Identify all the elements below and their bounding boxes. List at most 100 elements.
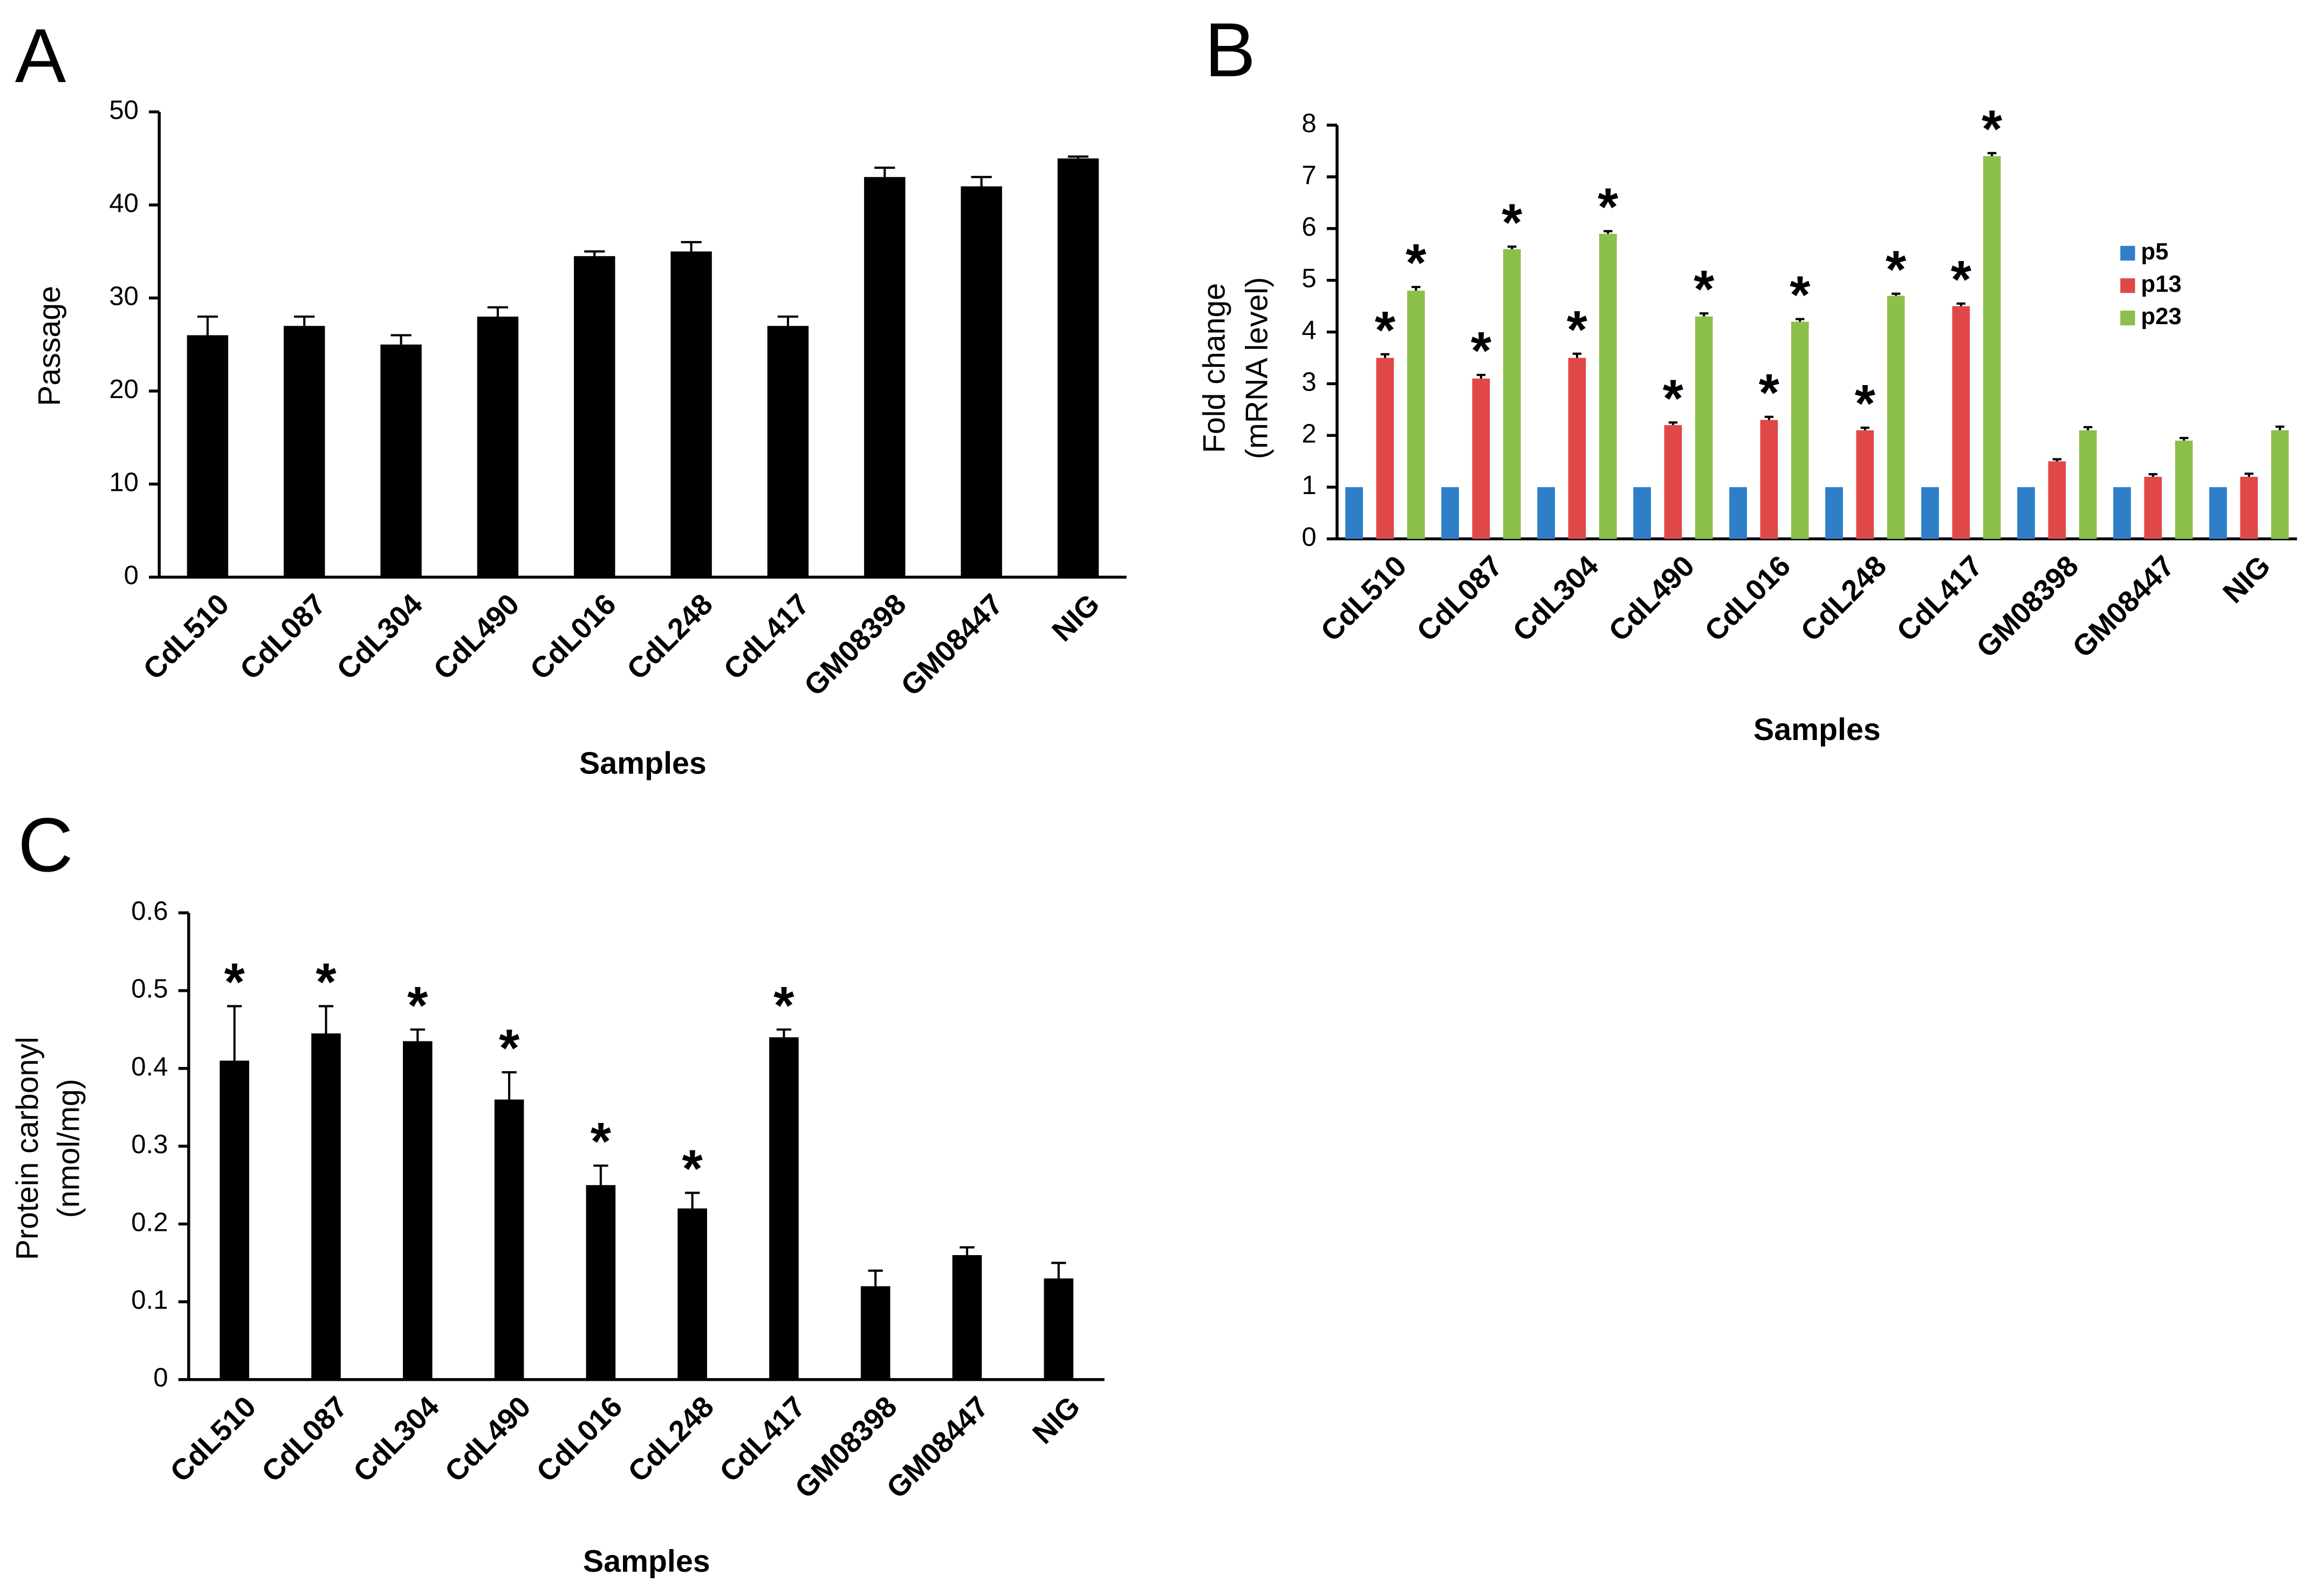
x-tick-label: GM08447 bbox=[894, 587, 1009, 702]
x-tick-label: CdL248 bbox=[622, 1390, 721, 1489]
bar bbox=[1729, 487, 1747, 539]
error-bar bbox=[410, 1028, 425, 1042]
error-bar bbox=[1987, 152, 1997, 156]
y-tick-label: 0.1 bbox=[131, 1285, 168, 1314]
error-bar bbox=[684, 1191, 700, 1209]
x-tick-label: CdL490 bbox=[438, 1390, 537, 1489]
bar bbox=[1503, 249, 1521, 539]
bar bbox=[1887, 296, 1905, 539]
x-axis-title: Samples bbox=[579, 746, 707, 781]
y-tick-label: 5 bbox=[1301, 264, 1316, 293]
error-bar bbox=[776, 1028, 792, 1038]
y-tick-label: 3 bbox=[1301, 367, 1316, 396]
x-tick-label: NIG bbox=[1046, 587, 1106, 648]
y-tick-label: 0.4 bbox=[131, 1052, 168, 1081]
x-tick-label: CdL417 bbox=[1890, 549, 1989, 648]
legend-swatch bbox=[2120, 278, 2135, 293]
x-tick-label: CdL016 bbox=[530, 1390, 629, 1489]
x-tick-label: CdL016 bbox=[1698, 549, 1797, 648]
y-tick-label: 0.6 bbox=[131, 896, 168, 926]
y-axis-title: (nmol/mg) bbox=[52, 1079, 86, 1218]
bar bbox=[1441, 487, 1460, 539]
y-tick-label: 7 bbox=[1301, 161, 1316, 190]
error-bar bbox=[2083, 426, 2093, 430]
bar bbox=[2017, 487, 2035, 539]
error-bar bbox=[1764, 415, 1774, 420]
error-bar bbox=[2179, 437, 2189, 441]
bar bbox=[1376, 358, 1394, 539]
bar bbox=[2271, 430, 2289, 539]
error-bar bbox=[1668, 421, 1678, 426]
bar bbox=[2048, 461, 2066, 539]
panel-label: B bbox=[1204, 8, 1256, 93]
significance-marker: * bbox=[1406, 233, 1427, 292]
bar bbox=[1407, 290, 1425, 539]
error-bar bbox=[1860, 426, 1870, 430]
y-tick-label: 30 bbox=[109, 282, 139, 311]
significance-marker: * bbox=[1790, 265, 1811, 325]
legend-swatch bbox=[2120, 245, 2135, 261]
bar bbox=[2144, 477, 2162, 539]
error-bar bbox=[777, 315, 799, 326]
significance-marker: * bbox=[1694, 259, 1715, 319]
x-tick-label: NIG bbox=[2216, 549, 2277, 609]
x-tick-label: CdL510 bbox=[164, 1390, 263, 1489]
bar bbox=[284, 326, 325, 578]
error-bar bbox=[2148, 473, 2157, 477]
bar bbox=[1856, 430, 1874, 539]
y-tick-label: 10 bbox=[109, 468, 139, 497]
significance-marker: * bbox=[316, 953, 337, 1012]
bar bbox=[864, 177, 906, 578]
bar bbox=[2175, 440, 2193, 539]
error-bar bbox=[868, 1269, 883, 1286]
significance-marker: * bbox=[1375, 300, 1396, 360]
bar bbox=[220, 1060, 250, 1380]
bar bbox=[860, 1286, 890, 1380]
bar bbox=[402, 1041, 433, 1380]
x-tick-label: CdL490 bbox=[1602, 549, 1701, 648]
x-tick-label: CdL304 bbox=[347, 1390, 446, 1489]
bar bbox=[1057, 158, 1099, 578]
y-tick-label: 50 bbox=[109, 95, 139, 125]
bar bbox=[1791, 321, 1809, 539]
bar bbox=[1345, 487, 1364, 539]
y-axis-title: Protein carbonyl bbox=[10, 1037, 45, 1260]
bar bbox=[1472, 378, 1490, 539]
bar bbox=[187, 335, 229, 578]
significance-marker: * bbox=[591, 1112, 612, 1171]
error-bar bbox=[960, 1246, 975, 1255]
bar bbox=[1537, 487, 1555, 539]
bar bbox=[1760, 420, 1778, 539]
bar bbox=[1633, 487, 1651, 539]
legend-label: p5 bbox=[2141, 238, 2168, 265]
x-tick-label: CdL087 bbox=[255, 1390, 354, 1489]
x-tick-label: CdL304 bbox=[1506, 549, 1605, 648]
error-bar bbox=[1476, 374, 1486, 379]
significance-marker: * bbox=[682, 1139, 703, 1198]
significance-marker: * bbox=[499, 1018, 520, 1078]
x-tick-label: CdL016 bbox=[524, 587, 622, 686]
legend-label: p13 bbox=[2141, 271, 2181, 297]
y-tick-label: 8 bbox=[1301, 109, 1316, 138]
x-tick-label: CdL248 bbox=[1794, 549, 1893, 648]
error-bar bbox=[1700, 312, 1709, 317]
y-tick-label: 0.2 bbox=[131, 1208, 168, 1237]
bar bbox=[586, 1185, 616, 1380]
significance-marker: * bbox=[1855, 374, 1876, 433]
x-tick-label: GM08447 bbox=[2066, 549, 2181, 664]
significance-marker: * bbox=[1663, 368, 1684, 428]
x-tick-label: CdL417 bbox=[717, 587, 816, 686]
x-tick-label: NIG bbox=[1026, 1390, 1086, 1450]
error-bar bbox=[971, 176, 992, 187]
bar bbox=[952, 1255, 982, 1380]
error-bar bbox=[294, 315, 315, 326]
y-axis-title: (mRNA level) bbox=[1239, 277, 1274, 460]
significance-marker: * bbox=[1951, 250, 1972, 309]
bar bbox=[670, 251, 712, 578]
y-tick-label: 0.5 bbox=[131, 975, 168, 1004]
y-tick-label: 20 bbox=[109, 375, 139, 404]
bar bbox=[494, 1099, 524, 1380]
error-bar bbox=[1956, 302, 1966, 306]
error-bar bbox=[197, 315, 218, 335]
